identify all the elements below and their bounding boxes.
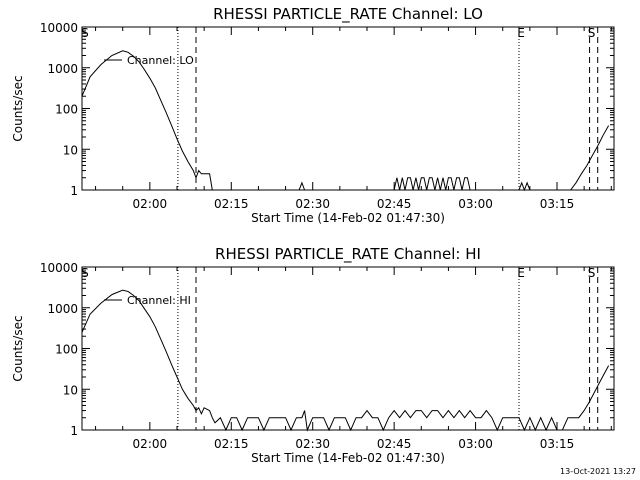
marker-label: E (517, 26, 525, 40)
plot-frame (81, 26, 615, 191)
x-axis-label: Start Time (14-Feb-02 01:47:30) (251, 451, 445, 465)
chart-title: RHESSI PARTICLE_RATE Channel: HI (215, 245, 481, 264)
x-tick-label: 02:30 (295, 197, 330, 211)
marker-label: S (588, 26, 596, 40)
y-tick-label: 10000 (40, 261, 78, 275)
y-tick-label: 1000 (47, 62, 78, 76)
x-tick-label: 03:15 (540, 197, 575, 211)
series-line (81, 50, 610, 192)
chart-title: RHESSI PARTICLE_RATE Channel: LO (213, 5, 483, 24)
y-axis-label: Counts/sec (11, 315, 25, 381)
marker-label: S (588, 266, 596, 280)
x-tick-label: 03:00 (458, 197, 493, 211)
x-tick-label: 02:15 (214, 197, 249, 211)
series-line (81, 289, 610, 432)
x-tick-label: 02:30 (295, 437, 330, 451)
chart-panel-hi: RHESSI PARTICLE_RATE Channel: HI 1 10 100 10… (11, 245, 615, 465)
legend-entry: Channel: HI (127, 294, 191, 307)
legend-entry: Channel: LO (127, 54, 194, 67)
y-tick-label: 10000 (40, 21, 78, 35)
plot-frame (81, 266, 615, 431)
marker-label: S (81, 266, 89, 280)
y-tick-label: 1 (70, 424, 78, 438)
y-axis-label: Counts/sec (11, 75, 25, 141)
y-tick-label: 1 (70, 184, 78, 198)
x-tick-label: 02:45 (377, 437, 412, 451)
y-tick-label: 1000 (47, 302, 78, 316)
y-tick-label: 10 (63, 143, 78, 157)
x-tick-label: 02:15 (214, 437, 249, 451)
timestamp-label: 13-Oct-2021 13:27 (560, 467, 636, 476)
x-tick-label: 02:45 (377, 197, 412, 211)
x-tick-label: 02:00 (133, 197, 168, 211)
x-tick-label: 03:00 (458, 437, 493, 451)
x-tick-label: 03:15 (540, 437, 575, 451)
y-tick-label: 100 (55, 103, 78, 117)
x-axis-label: Start Time (14-Feb-02 01:47:30) (251, 211, 445, 225)
chart-panel-lo: RHESSI PARTICLE_RATE Channel: LO 1 10 100 10… (11, 5, 615, 225)
y-tick-label: 100 (55, 343, 78, 357)
marker-label: S (81, 26, 89, 40)
x-tick-label: 02:00 (133, 437, 168, 451)
y-tick-label: 10 (63, 383, 78, 397)
marker-label: E (517, 266, 525, 280)
